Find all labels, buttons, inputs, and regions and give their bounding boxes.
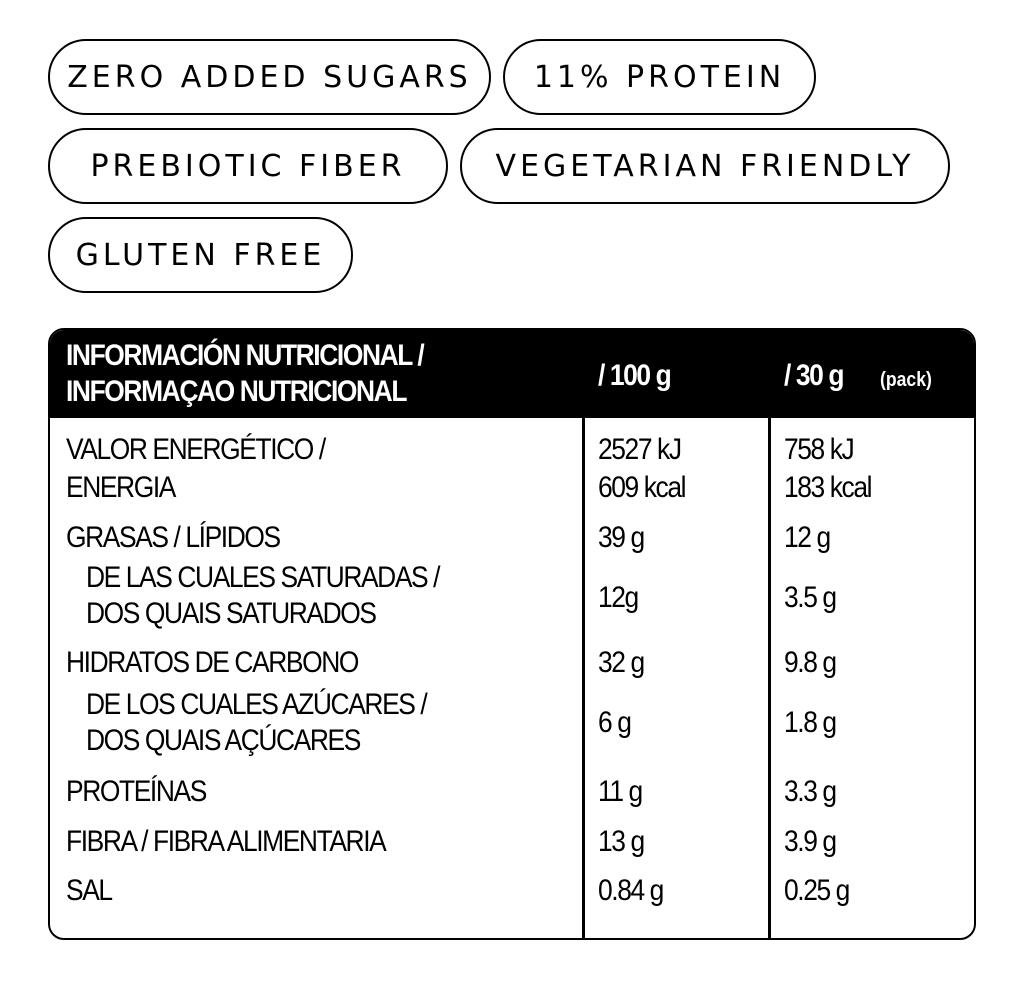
badge-protein: 11% PROTEIN	[503, 39, 816, 115]
nutrition-table: INFORMACIÓN NUTRICIONAL / INFORMAÇAO NUT…	[48, 328, 976, 940]
badge-zero-added-sugars: ZERO ADDED SUGARS	[48, 39, 491, 115]
value-per100: 2527 kJ	[598, 433, 682, 466]
value-per30: 3.5 g	[784, 581, 837, 614]
value-per100: 39 g	[598, 521, 645, 554]
row-label: FIBRA / FIBRA ALIMENTARIA	[66, 825, 387, 858]
value-per30: 0.25 g	[784, 874, 850, 907]
row-label: DOS QUAIS SATURADOS	[86, 597, 377, 630]
value-per100: 609 kcal	[598, 471, 686, 504]
value-per30: 183 kcal	[784, 471, 872, 504]
header-pack-note: (pack)	[880, 369, 932, 391]
header-title-line1: INFORMACIÓN NUTRICIONAL /	[66, 339, 425, 372]
row-label: DE LAS CUALES SATURADAS /	[86, 561, 441, 594]
value-per30: 3.3 g	[784, 775, 837, 808]
column-divider	[582, 418, 585, 938]
value-per100: 32 g	[598, 646, 645, 679]
badge-vegetarian-friendly: VEGETARIAN FRIENDLY	[460, 128, 950, 204]
value-per30: 758 kJ	[784, 433, 855, 466]
row-label: DOS QUAIS AÇÚCARES	[86, 724, 361, 757]
row-label: ENERGIA	[66, 471, 176, 504]
value-per100: 12g	[598, 581, 639, 614]
value-per30: 9.8 g	[784, 646, 837, 679]
table-header: INFORMACIÓN NUTRICIONAL / INFORMAÇAO NUT…	[50, 330, 974, 418]
value-per100: 11 g	[598, 775, 643, 808]
row-label: VALOR ENERGÉTICO /	[66, 433, 326, 466]
row-label: GRASAS / LÍPIDOS	[66, 521, 281, 554]
header-per-100g: / 100 g	[598, 359, 672, 392]
row-label: PROTEÍNAS	[66, 775, 207, 808]
value-per30: 1.8 g	[784, 706, 837, 739]
value-per100: 6 g	[598, 706, 632, 739]
row-label: SAL	[66, 874, 113, 907]
column-divider	[768, 418, 771, 938]
value-per100: 13 g	[598, 825, 645, 858]
row-label: DE LOS CUALES AZÚCARES /	[86, 688, 428, 721]
badge-prebiotic-fiber: PREBIOTIC FIBER	[48, 128, 448, 204]
value-per30: 3.9 g	[784, 825, 837, 858]
row-label: HIDRATOS DE CARBONO	[66, 646, 359, 679]
value-per100: 0.84 g	[598, 874, 664, 907]
header-title-line2: INFORMAÇAO NUTRICIONAL	[66, 375, 407, 408]
header-per-30g: / 30 g	[784, 359, 844, 392]
value-per30: 12 g	[784, 521, 831, 554]
badge-gluten-free: GLUTEN FREE	[48, 217, 353, 293]
